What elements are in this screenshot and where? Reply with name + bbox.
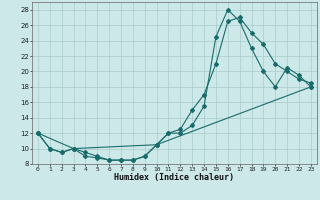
X-axis label: Humidex (Indice chaleur): Humidex (Indice chaleur)	[115, 173, 234, 182]
